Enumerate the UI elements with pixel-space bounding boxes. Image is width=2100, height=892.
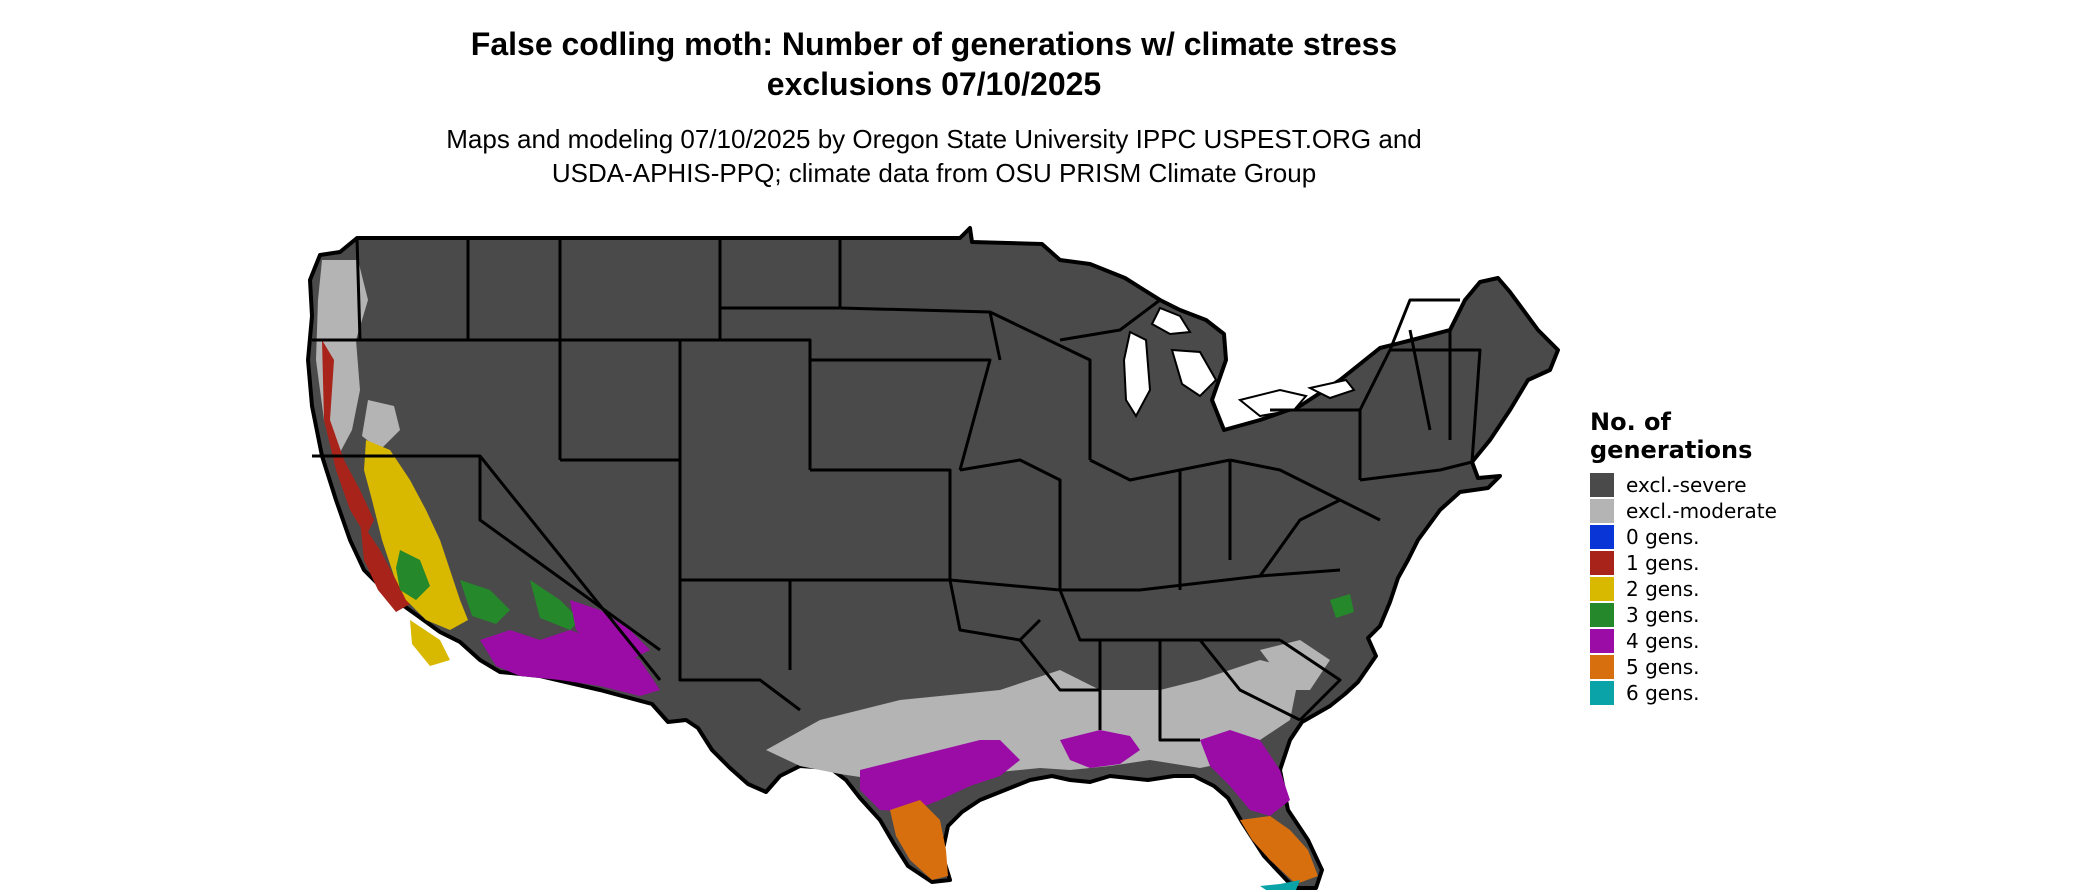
legend-swatch (1590, 577, 1614, 601)
legend-item: 0 gens. (1590, 524, 1890, 550)
legend-swatch (1590, 681, 1614, 705)
legend-title-line-1: No. of (1590, 408, 1671, 436)
legend-swatch (1590, 525, 1614, 549)
legend-items: excl.-severe excl.-moderate 0 gens. 1 gens.… (1590, 472, 1890, 706)
legend-item: 4 gens. (1590, 628, 1890, 654)
legend-swatch (1590, 655, 1614, 679)
map-title-line-1: False codling moth: Number of generation… (470, 26, 1398, 62)
legend-title-line-2: generations (1590, 436, 1753, 464)
three-gen-zones (396, 550, 1354, 630)
us-map (300, 220, 1570, 890)
legend-swatch (1590, 499, 1614, 523)
legend-item: 5 gens. (1590, 654, 1890, 680)
legend-label: 1 gens. (1626, 551, 1700, 575)
legend-item: 3 gens. (1590, 602, 1890, 628)
legend-item: excl.-severe (1590, 472, 1890, 498)
map-title-line-2: exclusions 07/10/2025 (766, 66, 1102, 102)
legend-label: 2 gens. (1626, 577, 1700, 601)
two-gen-zones (364, 440, 468, 666)
legend-title: No. of generations (1590, 408, 1890, 464)
legend-label: excl.-severe (1626, 473, 1747, 497)
legend-label: 4 gens. (1626, 629, 1700, 653)
legend-swatch (1590, 473, 1614, 497)
legend-swatch (1590, 629, 1614, 653)
one-gen-zones (322, 340, 410, 612)
legend-label: 5 gens. (1626, 655, 1700, 679)
five-gen-zones (890, 800, 1318, 884)
legend-label: 3 gens. (1626, 603, 1700, 627)
great-lakes (1122, 306, 1356, 418)
map-subtitle-line-1: Maps and modeling 07/10/2025 by Oregon S… (446, 124, 1422, 154)
legend-item: 2 gens. (1590, 576, 1890, 602)
legend: No. of generations excl.-severe excl.-mod… (1590, 408, 1890, 706)
legend-swatch (1590, 551, 1614, 575)
legend-label: excl.-moderate (1626, 499, 1777, 523)
legend-label: 0 gens. (1626, 525, 1700, 549)
six-gen-zones (1260, 880, 1300, 890)
legend-label: 6 gens. (1626, 681, 1700, 705)
legend-swatch (1590, 603, 1614, 627)
legend-item: excl.-moderate (1590, 498, 1890, 524)
map-subtitle-line-2: USDA-APHIS-PPQ; climate data from OSU PR… (551, 158, 1317, 188)
legend-item: 1 gens. (1590, 550, 1890, 576)
four-gen-zones (480, 600, 1290, 816)
legend-item: 6 gens. (1590, 680, 1890, 706)
state-borders (312, 237, 1482, 742)
